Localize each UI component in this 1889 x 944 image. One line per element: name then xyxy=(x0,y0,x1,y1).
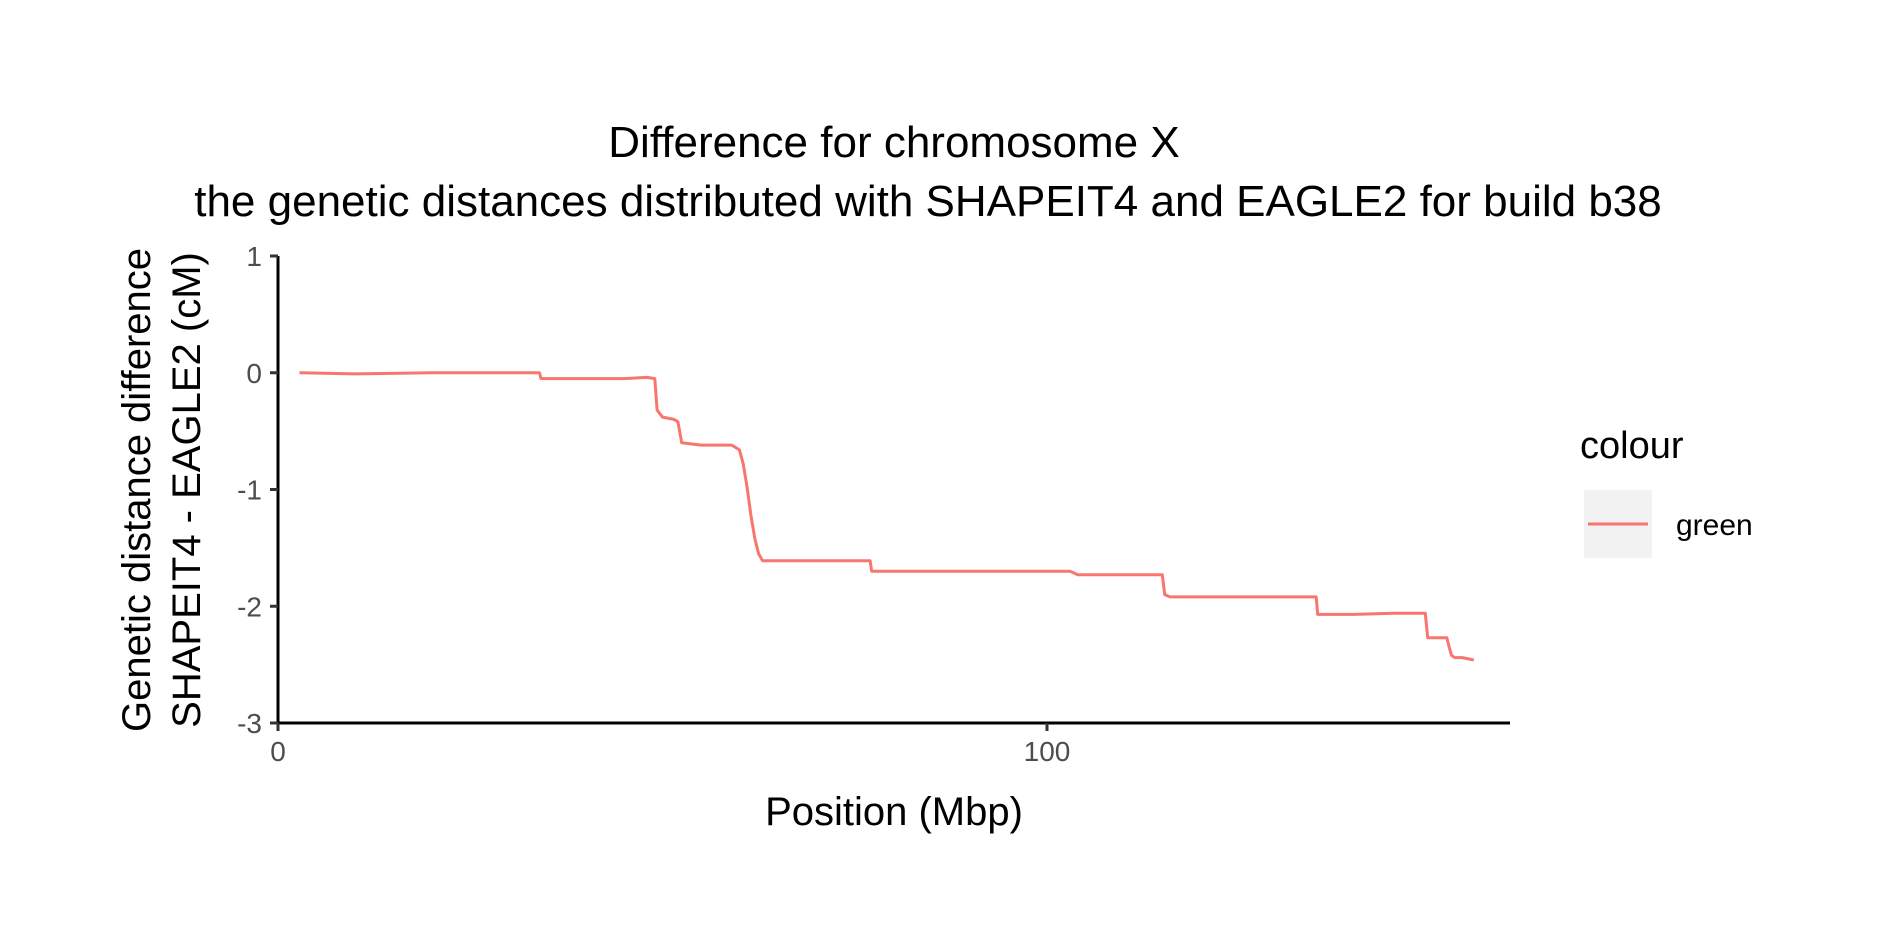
x-axis-title: Position (Mbp) xyxy=(765,790,1023,834)
chart-title: Difference for chromosome X xyxy=(608,118,1179,167)
chart-subtitle: the genetic distances distributed with S… xyxy=(194,177,1662,226)
x-tick-label: 100 xyxy=(1024,736,1071,767)
y-tick-label: -3 xyxy=(237,708,262,739)
series-line xyxy=(299,371,1475,662)
y-tick-label: 0 xyxy=(246,358,262,389)
y-axis-title-line2: SHAPEIT4 - EAGLE2 (cM) xyxy=(165,252,209,728)
y-tick-label: -1 xyxy=(237,475,262,506)
y-tick-label: 1 xyxy=(246,241,262,272)
y-axis-title-line1: Genetic distance difference xyxy=(115,248,159,732)
x-axis-ticks: 0 100 xyxy=(270,723,1070,767)
legend-title: colour xyxy=(1580,425,1684,467)
y-axis-ticks: 1 0 -1 -2 -3 xyxy=(237,241,278,739)
legend-label: green xyxy=(1676,509,1753,542)
legend: colour green xyxy=(1580,425,1753,558)
x-tick-label: 0 xyxy=(270,736,286,767)
plot-panel xyxy=(299,371,1475,662)
y-tick-label: -2 xyxy=(237,591,262,622)
